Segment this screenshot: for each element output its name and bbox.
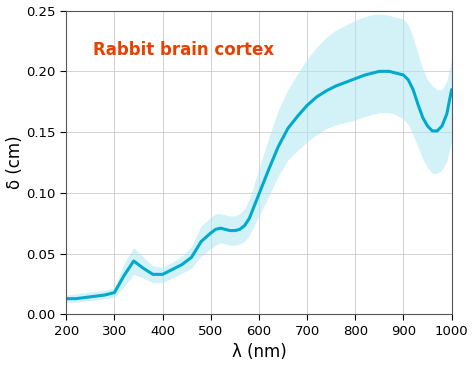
X-axis label: λ (nm): λ (nm) <box>232 344 286 361</box>
Text: Rabbit brain cortex: Rabbit brain cortex <box>93 41 274 59</box>
Y-axis label: δ (cm): δ (cm) <box>6 136 24 189</box>
